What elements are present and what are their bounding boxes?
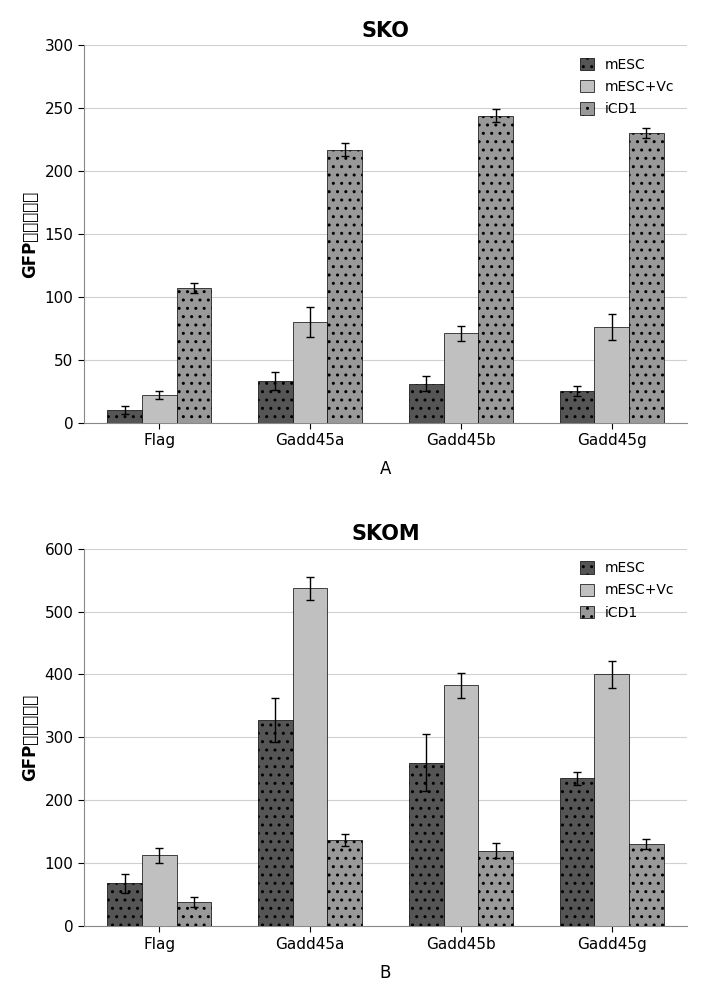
Bar [327, 150, 362, 423]
Bar [176, 288, 211, 423]
Bar [560, 391, 595, 423]
Bar [478, 116, 513, 423]
Bar [629, 844, 664, 926]
Bar [292, 588, 327, 926]
Bar [560, 778, 595, 926]
Y-axis label: GFP阳性克隆数: GFP阳性克隆数 [21, 190, 39, 278]
Bar [443, 685, 478, 926]
Bar [107, 883, 142, 926]
Title: SKOM: SKOM [351, 524, 420, 544]
Bar [595, 327, 629, 423]
Legend: mESC, mESC+Vc, iCD1: mESC, mESC+Vc, iCD1 [575, 52, 680, 122]
Bar [142, 395, 176, 423]
Bar [443, 333, 478, 423]
Text: B: B [379, 964, 392, 982]
Title: SKO: SKO [362, 21, 409, 41]
Bar [629, 133, 664, 423]
Bar [258, 720, 292, 926]
Y-axis label: GFP阳性克隆数: GFP阳性克隆数 [21, 694, 39, 781]
Bar [409, 384, 443, 423]
Bar [327, 840, 362, 926]
Bar [107, 410, 142, 423]
Bar [258, 381, 292, 423]
Legend: mESC, mESC+Vc, iCD1: mESC, mESC+Vc, iCD1 [575, 556, 680, 625]
Text: A: A [379, 460, 392, 478]
Bar [142, 855, 176, 926]
Bar [176, 902, 211, 926]
Bar [595, 674, 629, 926]
Bar [409, 763, 443, 926]
Bar [292, 322, 327, 423]
Bar [478, 851, 513, 926]
